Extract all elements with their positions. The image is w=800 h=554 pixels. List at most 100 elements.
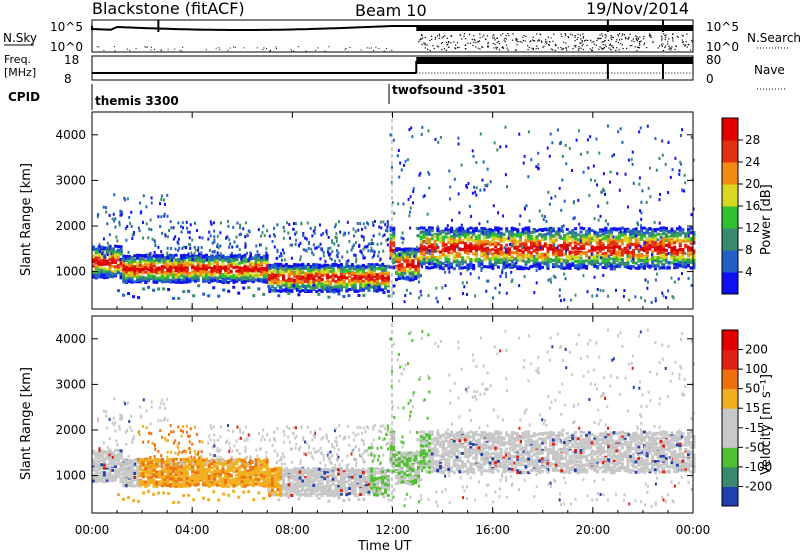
power-cell [182, 277, 186, 281]
nsearch-dot [515, 39, 517, 41]
nsearch-dot [602, 41, 604, 43]
power-cell [150, 228, 153, 232]
nsearch-dot [640, 40, 642, 42]
power-cell [306, 289, 310, 293]
power-cell [149, 263, 153, 267]
power-cell [191, 263, 195, 267]
power-cell [339, 268, 343, 272]
nsearch-dot [290, 50, 292, 52]
power-cell [587, 234, 591, 238]
power-cell [130, 262, 134, 266]
power-cell [499, 238, 503, 242]
power-cell [235, 279, 239, 283]
power-cell [647, 186, 650, 190]
power-cell [510, 232, 514, 236]
power-cell [524, 261, 528, 265]
power-cell [504, 272, 507, 276]
power-cell [615, 235, 619, 239]
nsearch-dot [617, 35, 620, 37]
power-cell [441, 262, 445, 266]
nsearch-dot [437, 46, 440, 48]
nsearch-dot [502, 33, 504, 35]
power-cell [392, 237, 396, 241]
power-cell [582, 227, 586, 231]
power-cell [100, 245, 104, 249]
nsearch-dot [549, 41, 551, 43]
nsearch-dot [448, 46, 450, 48]
power-cell [116, 263, 120, 267]
power-cell [422, 245, 426, 249]
power-cell [461, 266, 465, 270]
nsearch-dot [672, 38, 674, 40]
power-cell [428, 251, 431, 255]
power-cell [315, 274, 319, 278]
power-cell [673, 252, 677, 256]
power-cell [249, 254, 253, 258]
power-cell [686, 249, 690, 253]
power-cell [359, 284, 363, 288]
power-cell [620, 248, 624, 252]
power-cell [563, 234, 567, 238]
power-cell [689, 266, 693, 270]
power-cell [372, 278, 376, 282]
power-cell [306, 266, 310, 270]
power-cell [472, 232, 476, 236]
power-cell [257, 266, 261, 270]
nsearch-dot [455, 44, 457, 46]
power-cell [673, 241, 677, 245]
power-cell [447, 240, 451, 244]
nsearch-dot [517, 41, 519, 43]
nsearch-dot [469, 42, 472, 44]
power-cell [428, 262, 432, 266]
power-cell [406, 250, 410, 254]
power-cell [355, 260, 358, 264]
power-cell [293, 266, 297, 270]
power-cell [513, 239, 517, 243]
power-cell [182, 280, 186, 284]
nsearch-dot [494, 39, 496, 41]
power-cell [331, 277, 335, 281]
power-cell [546, 243, 550, 247]
power-cell [515, 261, 518, 265]
power-cell [582, 251, 586, 255]
power-cell [271, 264, 275, 268]
power-cell [395, 278, 399, 282]
nsearch-dot [113, 46, 115, 48]
power-cell [521, 259, 525, 263]
power-cell [108, 263, 112, 267]
power-cell [193, 276, 197, 280]
power-cell [681, 261, 685, 265]
power-cell [114, 272, 118, 276]
power-cell [607, 237, 611, 241]
power-cell [97, 274, 101, 278]
power-cell [185, 277, 189, 281]
nsearch-dot [459, 34, 461, 36]
power-cell [224, 256, 228, 260]
power-cell [623, 249, 627, 253]
power-cell [383, 272, 387, 276]
nsearch-dot [551, 49, 554, 51]
nsearch-dot [686, 46, 688, 48]
power-cell [518, 259, 522, 263]
power-cell [353, 275, 357, 279]
power-cell [436, 265, 440, 269]
nsearch-dot [506, 47, 508, 49]
power-cell [202, 276, 206, 280]
power-cell [103, 262, 107, 266]
power-cell [659, 228, 663, 232]
power-cell [689, 252, 693, 256]
power-cell [491, 236, 495, 240]
nsearch-dot [573, 45, 576, 47]
power-cell [202, 278, 206, 282]
power-cell [674, 156, 677, 160]
power-cell [100, 274, 104, 278]
power-cell [221, 276, 225, 280]
power-cell [375, 267, 379, 271]
power-cell [226, 273, 230, 277]
power-cell [615, 242, 619, 246]
nsearch-dot [546, 43, 548, 45]
power-cell [92, 247, 95, 251]
power-cell [232, 262, 236, 266]
power-cell [196, 269, 200, 273]
power-cell [673, 262, 677, 266]
